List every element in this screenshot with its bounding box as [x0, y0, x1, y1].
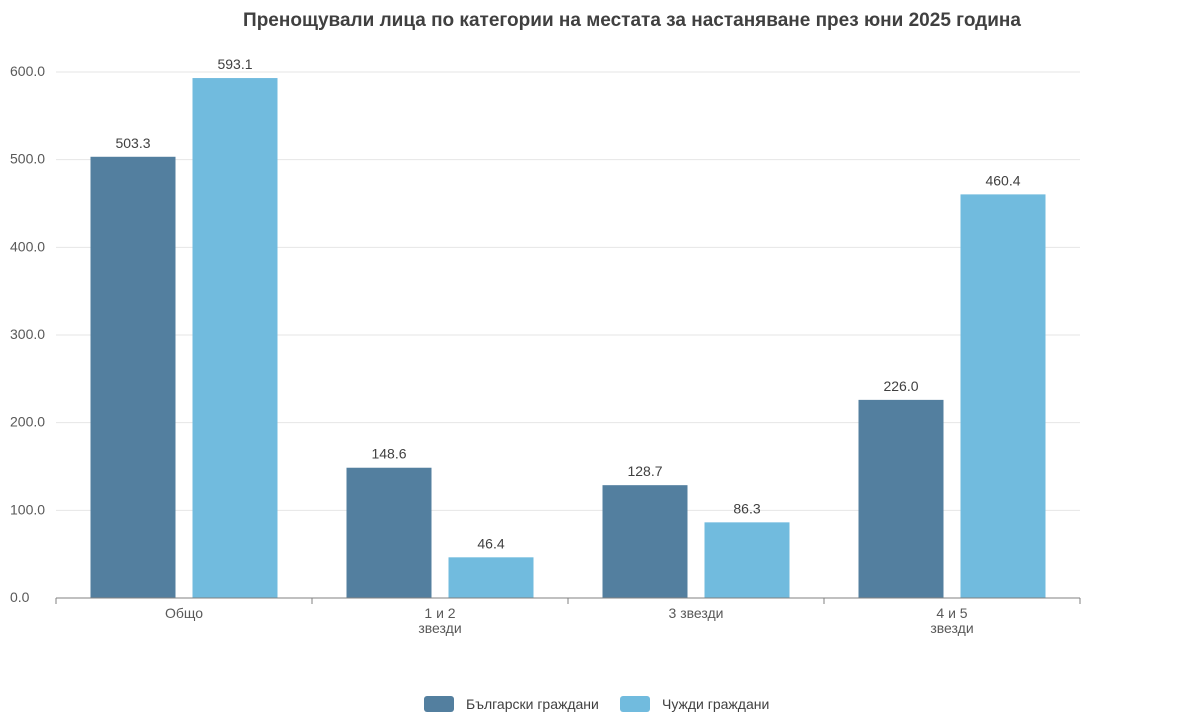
data-labels: 503.3 593.1 148.6 46.4 128.7 86.3 226.0 460.4 — [115, 56, 1020, 551]
y-tick-label: 400.0 — [10, 238, 45, 254]
x-tick-label: Общо — [165, 605, 203, 621]
bars — [90, 78, 1046, 598]
bar — [858, 399, 944, 598]
bar — [90, 156, 176, 598]
bar — [346, 467, 432, 598]
legend-swatch — [424, 696, 454, 712]
x-tick-label: звезди — [418, 620, 461, 636]
bar — [192, 78, 278, 598]
data-label: 46.4 — [477, 535, 504, 551]
x-tick-label: 3 звезди — [669, 605, 724, 621]
y-tick-label: 100.0 — [10, 501, 45, 517]
y-tick-label: 200.0 — [10, 414, 45, 430]
data-label: 460.4 — [985, 172, 1020, 188]
y-tick-label: 0.0 — [10, 589, 30, 605]
data-label: 128.7 — [627, 463, 662, 479]
data-label: 148.6 — [371, 446, 406, 462]
legend-label: Чужди граждани — [662, 696, 769, 712]
data-label: 503.3 — [115, 135, 150, 151]
bar — [960, 194, 1046, 598]
data-label: 593.1 — [217, 56, 252, 72]
y-axis-ticks: 0.0 100.0 200.0 300.0 400.0 500.0 600.0 — [10, 63, 45, 605]
y-tick-label: 500.0 — [10, 151, 45, 167]
legend-swatch — [620, 696, 650, 712]
bar — [704, 522, 790, 598]
x-tick-label: звезди — [930, 620, 973, 636]
y-tick-label: 600.0 — [10, 63, 45, 79]
chart-title: Пренощували лица по категории на местата… — [243, 10, 1021, 31]
bar — [602, 485, 688, 598]
y-tick-label: 300.0 — [10, 326, 45, 342]
data-label: 226.0 — [883, 378, 918, 394]
bar — [448, 557, 534, 598]
legend: Български граждани Чужди граждани — [424, 696, 769, 712]
x-tick-label: 1 и 2 — [424, 605, 455, 621]
x-tick-label: 4 и 5 — [936, 605, 967, 621]
legend-label: Български граждани — [466, 696, 599, 712]
data-label: 86.3 — [733, 500, 760, 516]
